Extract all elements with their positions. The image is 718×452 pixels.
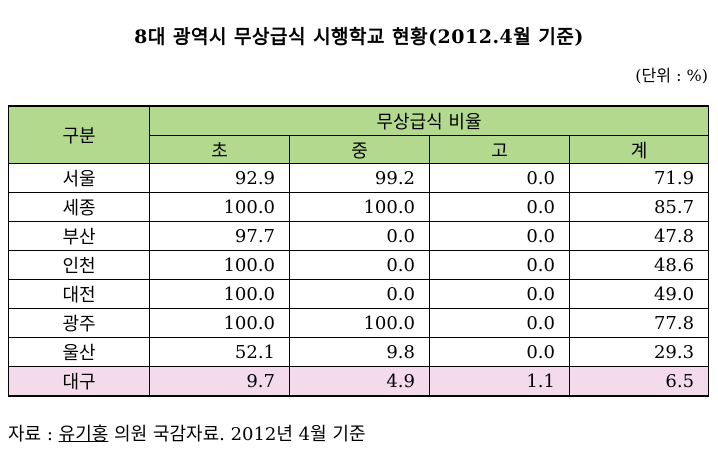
source-prefix: 자료 : — [8, 424, 59, 445]
value-cell: 100.0 — [149, 279, 290, 309]
table-row: 울산 52.1 9.8 0.0 29.3 — [8, 337, 710, 367]
value-cell: 49.0 — [568, 279, 710, 309]
value-cell: 0.0 — [289, 279, 430, 309]
value-cell: 0.0 — [429, 163, 570, 193]
value-cell: 0.0 — [429, 221, 570, 251]
region-name-cell: 광주 — [8, 308, 150, 338]
value-cell: 71.9 — [568, 163, 710, 193]
value-cell: 99.2 — [289, 163, 430, 193]
value-cell: 100.0 — [289, 192, 430, 222]
column-header-elementary: 초 — [149, 135, 290, 164]
region-name-cell: 울산 — [8, 337, 150, 367]
unit-note: (단위 : %) — [635, 66, 708, 85]
value-cell: 0.0 — [289, 221, 430, 251]
value-cell: 0.0 — [429, 250, 570, 280]
value-cell: 85.7 — [568, 192, 710, 222]
value-cell: 0.0 — [429, 192, 570, 222]
value-cell: 100.0 — [149, 250, 290, 280]
table-row: 대전 100.0 0.0 0.0 49.0 — [8, 279, 710, 309]
value-cell: 4.9 — [289, 366, 430, 397]
value-cell: 48.6 — [568, 250, 710, 280]
group-header-cell: 무상급식 비율 — [148, 105, 710, 136]
value-cell: 1.1 — [429, 366, 570, 397]
region-name-cell: 대전 — [8, 279, 150, 309]
source-rest: 의원 국감자료. 2012년 4월 기준 — [108, 424, 366, 445]
value-cell: 9.8 — [289, 337, 430, 367]
value-cell: 77.8 — [568, 308, 710, 338]
value-cell: 0.0 — [429, 308, 570, 338]
column-header-high: 고 — [429, 135, 570, 164]
table-row: 서울 92.9 99.2 0.0 71.9 — [8, 163, 710, 193]
source-lawmaker-name: 유기홍 — [58, 424, 109, 445]
column-header-middle: 중 — [289, 135, 430, 164]
source-note: 자료 : 유기홍 의원 국감자료. 2012년 4월 기준 — [8, 420, 366, 446]
region-name-cell: 세종 — [8, 192, 150, 222]
value-cell: 100.0 — [289, 308, 430, 338]
region-name-cell: 부산 — [8, 221, 150, 251]
table-row: 부산 97.7 0.0 0.0 47.8 — [8, 221, 710, 251]
value-cell: 6.5 — [568, 366, 710, 397]
row-header-cell: 구분 — [8, 105, 150, 164]
table-row: 세종 100.0 100.0 0.0 85.7 — [8, 192, 710, 222]
table-row: 광주 100.0 100.0 0.0 77.8 — [8, 308, 710, 338]
region-name-cell: 대구 — [8, 366, 150, 397]
value-cell: 0.0 — [429, 337, 570, 367]
table-row: 인천 100.0 0.0 0.0 48.6 — [8, 250, 710, 280]
value-cell: 0.0 — [429, 279, 570, 309]
page-title: 8대 광역시 무상급식 시행학교 현황(2012.4월 기준) — [134, 26, 584, 48]
region-name-cell: 인천 — [8, 250, 150, 280]
region-name-cell: 서울 — [8, 163, 150, 193]
value-cell: 100.0 — [149, 308, 290, 338]
value-cell: 47.8 — [568, 221, 710, 251]
value-cell: 0.0 — [289, 250, 430, 280]
value-cell: 92.9 — [149, 163, 290, 193]
value-cell: 9.7 — [149, 366, 290, 397]
value-cell: 52.1 — [149, 337, 290, 367]
column-header-total: 계 — [568, 135, 710, 164]
value-cell: 97.7 — [149, 221, 290, 251]
value-cell: 100.0 — [149, 192, 290, 222]
stats-table: 구분 무상급식 비율 초 중 고 계 서울 92.9 99.2 0.0 71.9… — [8, 105, 710, 397]
table-row-highlighted: 대구 9.7 4.9 1.1 6.5 — [8, 366, 710, 397]
value-cell: 29.3 — [568, 337, 710, 367]
